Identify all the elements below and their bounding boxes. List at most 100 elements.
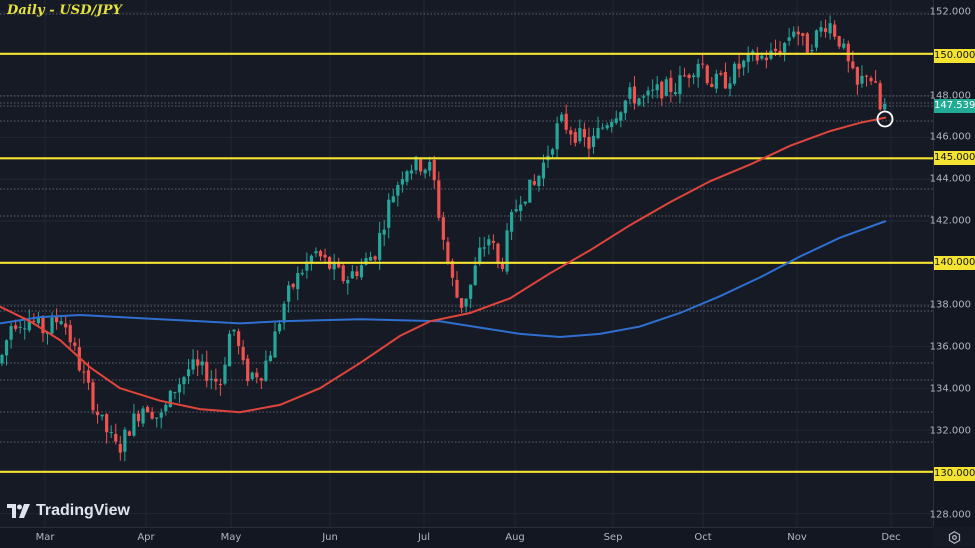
candle-body bbox=[259, 378, 263, 381]
candle-body bbox=[678, 75, 682, 95]
candle-body bbox=[764, 57, 768, 61]
chart-title: Daily - USD/JPY bbox=[7, 3, 123, 18]
candle-body bbox=[164, 404, 168, 412]
time-axis[interactable]: Mar Apr May Jun Jul Aug Sep Oct Nov Dec bbox=[0, 527, 933, 548]
candle-body bbox=[728, 83, 732, 89]
candle-body bbox=[359, 265, 364, 278]
candle-body bbox=[419, 158, 423, 172]
candle-body bbox=[751, 51, 755, 53]
candle-body bbox=[55, 317, 59, 323]
candle-body bbox=[41, 316, 45, 334]
month-label: Jun bbox=[322, 532, 338, 543]
candle-body bbox=[696, 63, 700, 78]
candle-body bbox=[664, 79, 668, 96]
candle-body bbox=[141, 408, 145, 424]
candle-body bbox=[441, 217, 445, 240]
tradingview-logo: TradingView bbox=[7, 502, 130, 520]
candle-body bbox=[59, 321, 63, 325]
candle-body bbox=[732, 63, 737, 84]
candle-body bbox=[428, 161, 432, 171]
candle-body bbox=[578, 128, 582, 142]
candle-body bbox=[473, 265, 477, 286]
candle-body bbox=[837, 36, 841, 47]
candle-body bbox=[569, 130, 573, 135]
candle-body bbox=[182, 377, 186, 385]
candle-body bbox=[150, 411, 154, 419]
candle-body bbox=[237, 331, 241, 346]
candle-body bbox=[500, 263, 505, 269]
candle-body bbox=[491, 240, 495, 243]
month-label: Oct bbox=[694, 532, 712, 543]
candle-body bbox=[514, 209, 518, 212]
price-tick: 148.000 bbox=[929, 90, 971, 102]
candle-body bbox=[623, 100, 627, 114]
candle-body bbox=[177, 384, 182, 393]
candle-body bbox=[687, 74, 691, 78]
candle-body bbox=[519, 204, 523, 212]
candle-body bbox=[355, 271, 359, 277]
price-tick: 146.000 bbox=[929, 131, 971, 143]
candle-body bbox=[82, 371, 86, 373]
candle-body bbox=[64, 323, 68, 328]
candle-body bbox=[368, 256, 373, 261]
price-tick: 132.000 bbox=[929, 425, 971, 437]
candle-body bbox=[387, 199, 391, 228]
candle-body bbox=[300, 272, 304, 275]
candle-body bbox=[714, 73, 718, 89]
candle-body bbox=[528, 179, 532, 203]
candle-body bbox=[810, 49, 814, 52]
candle-body bbox=[50, 317, 54, 334]
candle-body bbox=[796, 31, 800, 35]
candle-body bbox=[541, 162, 546, 179]
candle-body bbox=[760, 55, 764, 59]
price-tick: 144.000 bbox=[929, 173, 971, 185]
candle-body bbox=[464, 298, 468, 307]
candle-body bbox=[287, 285, 291, 302]
month-label: Jul bbox=[417, 532, 431, 543]
tradingview-logo-icon bbox=[7, 504, 30, 518]
candle-body bbox=[341, 265, 345, 281]
candle-body bbox=[778, 50, 782, 54]
candle-body bbox=[601, 127, 605, 129]
candle-body bbox=[610, 122, 614, 128]
moving-average-blue bbox=[0, 220, 887, 339]
candle-body bbox=[291, 283, 295, 288]
candlestick-plot[interactable] bbox=[0, 0, 933, 527]
candle-body bbox=[737, 63, 741, 69]
candle-body bbox=[409, 170, 414, 174]
candle-body bbox=[655, 84, 659, 91]
price-tick: 134.000 bbox=[929, 383, 971, 395]
candle-body bbox=[851, 61, 855, 69]
candle-body bbox=[646, 90, 650, 96]
candle-body bbox=[860, 75, 864, 84]
candle-body bbox=[68, 325, 72, 343]
candle-body bbox=[414, 156, 418, 171]
candle-body bbox=[241, 346, 245, 361]
candle-body bbox=[282, 303, 286, 323]
candle-body bbox=[651, 89, 655, 91]
candle-body bbox=[191, 359, 195, 370]
candle-body bbox=[332, 262, 336, 270]
candle-body bbox=[196, 359, 200, 366]
candle-body bbox=[550, 149, 555, 155]
candle-body bbox=[455, 279, 459, 298]
candle-body bbox=[842, 43, 846, 48]
candle-body bbox=[264, 360, 268, 381]
candle-body bbox=[469, 284, 473, 299]
candle-body bbox=[596, 128, 600, 139]
candle-body bbox=[478, 247, 482, 264]
candle-body bbox=[146, 407, 150, 413]
candle-body bbox=[18, 326, 22, 328]
candle-body bbox=[205, 361, 209, 381]
candle-body bbox=[123, 429, 127, 452]
candle-body bbox=[9, 326, 13, 340]
candle-body bbox=[437, 180, 441, 218]
candle-body bbox=[268, 355, 273, 362]
candle-body bbox=[132, 413, 136, 436]
price-tick: 128.000 bbox=[929, 509, 971, 521]
price-tick: 136.000 bbox=[929, 341, 971, 353]
chart-settings-button[interactable] bbox=[934, 528, 975, 547]
candle-body bbox=[173, 392, 177, 394]
candle-body bbox=[874, 81, 878, 83]
